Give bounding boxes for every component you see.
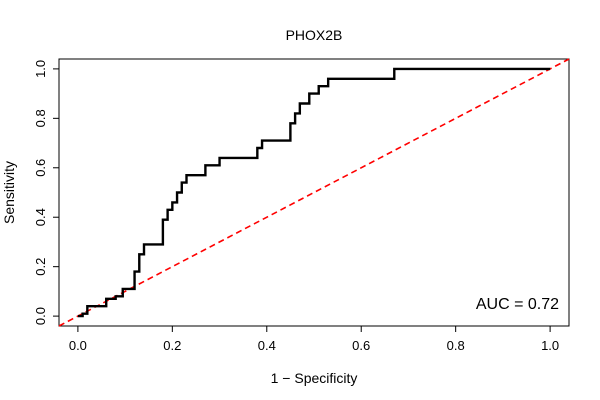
- chart-title: PHOX2B: [286, 27, 343, 43]
- y-axis-label: Sensitivity: [1, 161, 17, 224]
- x-tick-label: 0.2: [163, 338, 181, 353]
- plot-area: [58, 58, 570, 327]
- x-tick-label: 0.8: [447, 338, 465, 353]
- y-tick-label: 0.2: [33, 258, 48, 276]
- y-tick-label: 0.4: [33, 208, 48, 226]
- roc-curve-line: [77, 67, 551, 318]
- y-axis: 0.0 0.2 0.4 0.6 0.8 1.0: [33, 60, 60, 325]
- y-tick-label: 0.0: [33, 307, 48, 325]
- x-axis: 0.0 0.2 0.4 0.6 0.8 1.0: [69, 325, 559, 353]
- x-tick-label: 0.4: [258, 338, 276, 353]
- x-axis-label: 1 − Specificity: [271, 370, 358, 386]
- reference-diagonal-line: [58, 58, 570, 327]
- x-tick-label: 0.0: [69, 338, 87, 353]
- y-tick-label: 0.6: [33, 159, 48, 177]
- x-tick-label: 0.6: [352, 338, 370, 353]
- y-tick-label: 1.0: [33, 60, 48, 78]
- y-tick-label: 0.8: [33, 109, 48, 127]
- auc-annotation: AUC = 0.72: [476, 296, 559, 313]
- x-tick-label: 1.0: [541, 338, 559, 353]
